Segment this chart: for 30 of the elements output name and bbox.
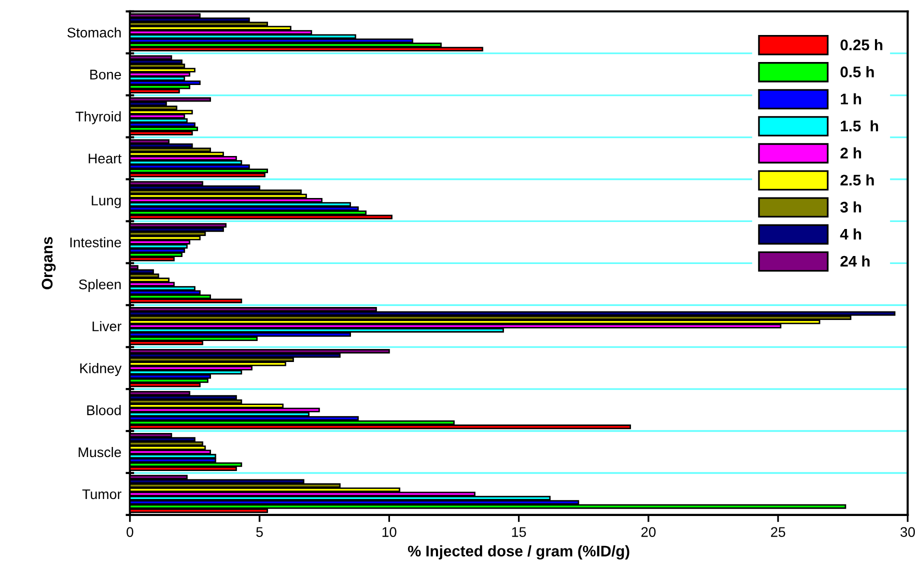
x-tick-label: 15 xyxy=(512,527,526,537)
legend-label: 1.5 h xyxy=(840,120,878,132)
legend-label: 4 h xyxy=(840,228,862,240)
y-tick-label: Heart xyxy=(88,154,122,164)
y-tick-label: Tumor xyxy=(82,489,122,500)
legend-label: 1 h xyxy=(840,93,862,104)
x-tick-label: 10 xyxy=(382,527,396,537)
y-tick-label: Lung xyxy=(92,196,121,208)
legend-label: 2 h xyxy=(840,147,862,158)
legend-label: 2.5 h xyxy=(840,174,874,186)
y-tick-label: Muscle xyxy=(78,446,121,458)
y-tick-label: Intestine xyxy=(70,237,121,248)
x-tick-label: 20 xyxy=(641,527,656,537)
x-axis-title: % Injected dose / gram (%ID/g) xyxy=(408,545,630,560)
x-tick-label: 25 xyxy=(771,527,786,537)
x-tick-label: 5 xyxy=(256,527,263,537)
y-tick-label: Stomach xyxy=(67,27,121,38)
y-tick-label: Kidney xyxy=(80,363,122,376)
y-tick-label: Liver xyxy=(92,321,122,332)
x-tick-label: 0 xyxy=(126,527,134,537)
legend-label: 24 h xyxy=(840,255,870,267)
legend-label: 0.5 h xyxy=(840,66,874,78)
x-tick-label: 30 xyxy=(900,527,915,537)
legend-label: 3 h xyxy=(840,201,862,213)
y-axis-title: Organs xyxy=(42,237,56,290)
y-tick-label: Bone xyxy=(90,70,121,80)
legend-label: 0.25 h xyxy=(840,39,882,50)
y-tick-label: Spleen xyxy=(78,279,121,292)
y-tick-label: Blood xyxy=(87,405,121,416)
y-tick-label: Thyroid xyxy=(76,111,121,124)
